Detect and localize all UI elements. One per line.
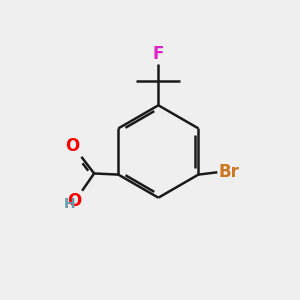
Text: O: O — [67, 192, 81, 210]
Text: Br: Br — [219, 163, 240, 181]
Text: H: H — [64, 196, 75, 211]
Text: O: O — [65, 137, 79, 155]
Text: F: F — [153, 45, 164, 63]
